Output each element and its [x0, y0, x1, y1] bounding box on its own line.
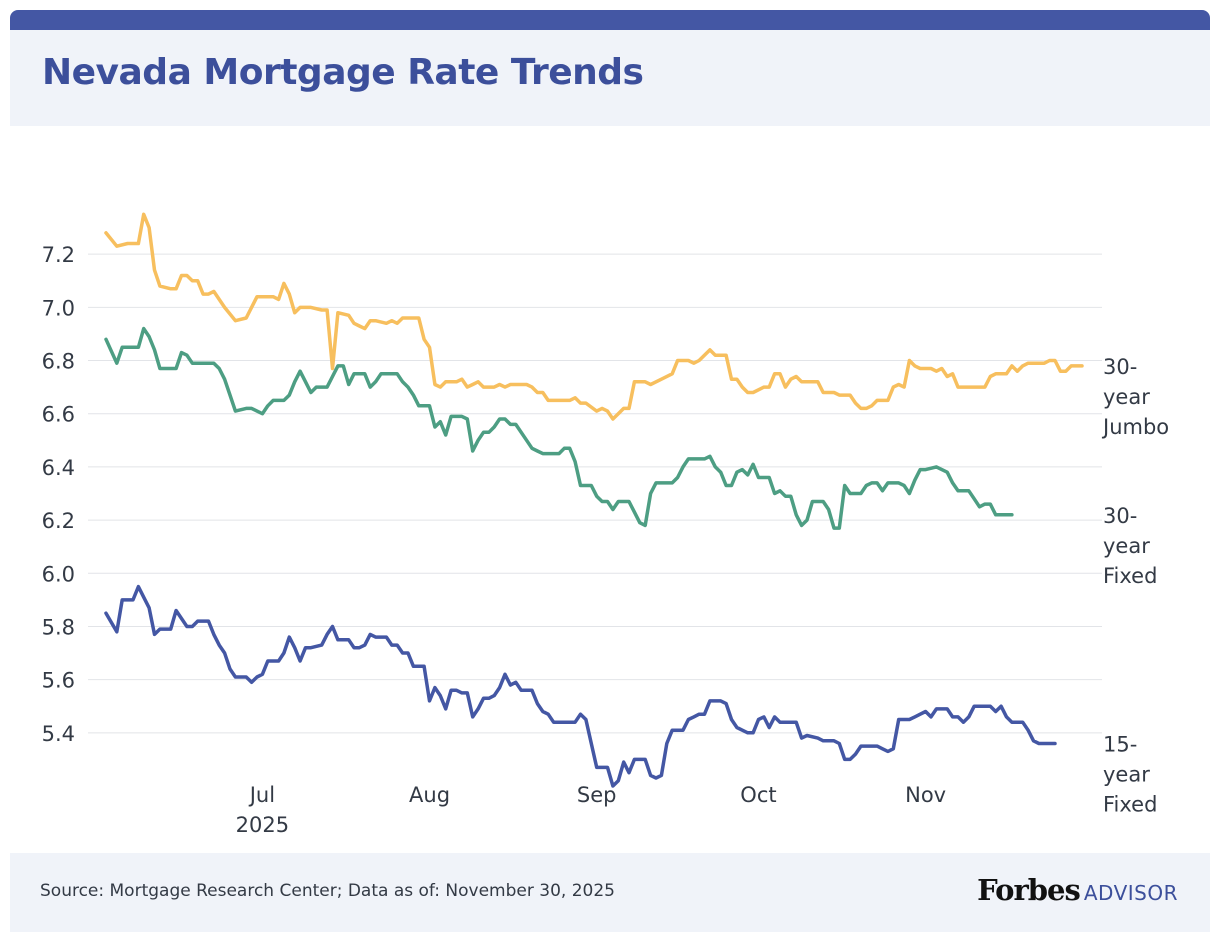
series-line — [104, 212, 1084, 421]
chart-footer: Source: Mortgage Research Center; Data a… — [10, 853, 1210, 932]
series-line — [104, 584, 1057, 788]
chart-title: Nevada Mortgage Rate Trends — [42, 52, 644, 93]
series-label: Fixed — [1103, 792, 1157, 816]
series-label: year — [1103, 534, 1150, 558]
chart-header: Nevada Mortgage Rate Trends — [10, 30, 1210, 126]
y-tick-label: 7.0 — [42, 296, 75, 320]
series-label: year — [1103, 762, 1150, 786]
x-tick-label: Sep — [577, 783, 617, 807]
y-tick-label: 7.2 — [42, 243, 75, 267]
y-tick-label: 6.8 — [42, 350, 75, 374]
series-label: 15- — [1103, 732, 1137, 756]
series-label: Jumbo — [1101, 415, 1169, 439]
series-label: Fixed — [1103, 564, 1157, 588]
series-label: 30- — [1103, 504, 1137, 528]
series-label: 30- — [1103, 355, 1137, 379]
y-tick-label: 6.4 — [42, 456, 75, 480]
line-chart: 5.4 5.6 5.8 6.0 6.2 6.4 6.6 6.8 7.0 7.2 Jul 2025 Aug… — [0, 126, 1220, 850]
y-tick-label: 5.6 — [42, 669, 75, 693]
series-label: year — [1103, 385, 1150, 409]
y-tick-label: 6.6 — [42, 403, 75, 427]
x-tick-label: Oct — [740, 783, 776, 807]
source-note: Source: Mortgage Research Center; Data a… — [40, 881, 615, 901]
y-tick-label: 6.2 — [42, 509, 75, 533]
logo-brand: Forbes — [977, 873, 1081, 907]
x-tick-label: Nov — [905, 783, 946, 807]
series-line — [104, 326, 1014, 530]
x-tick-label: Aug — [409, 783, 450, 807]
y-tick-label: 6.0 — [42, 562, 75, 586]
x-tick-label: Jul — [248, 783, 275, 807]
logo-sub: ADVISOR — [1083, 881, 1178, 905]
y-tick-label: 5.8 — [42, 615, 75, 639]
chart-svg: 5.4 5.6 5.8 6.0 6.2 6.4 6.6 6.8 7.0 7.2 Jul 2025 Aug… — [42, 212, 1169, 837]
x-tick-sublabel: 2025 — [236, 813, 289, 837]
y-tick-label: 5.4 — [42, 722, 75, 746]
forbes-advisor-logo: Forbes ADVISOR — [977, 873, 1178, 907]
top-accent-bar — [10, 10, 1210, 30]
